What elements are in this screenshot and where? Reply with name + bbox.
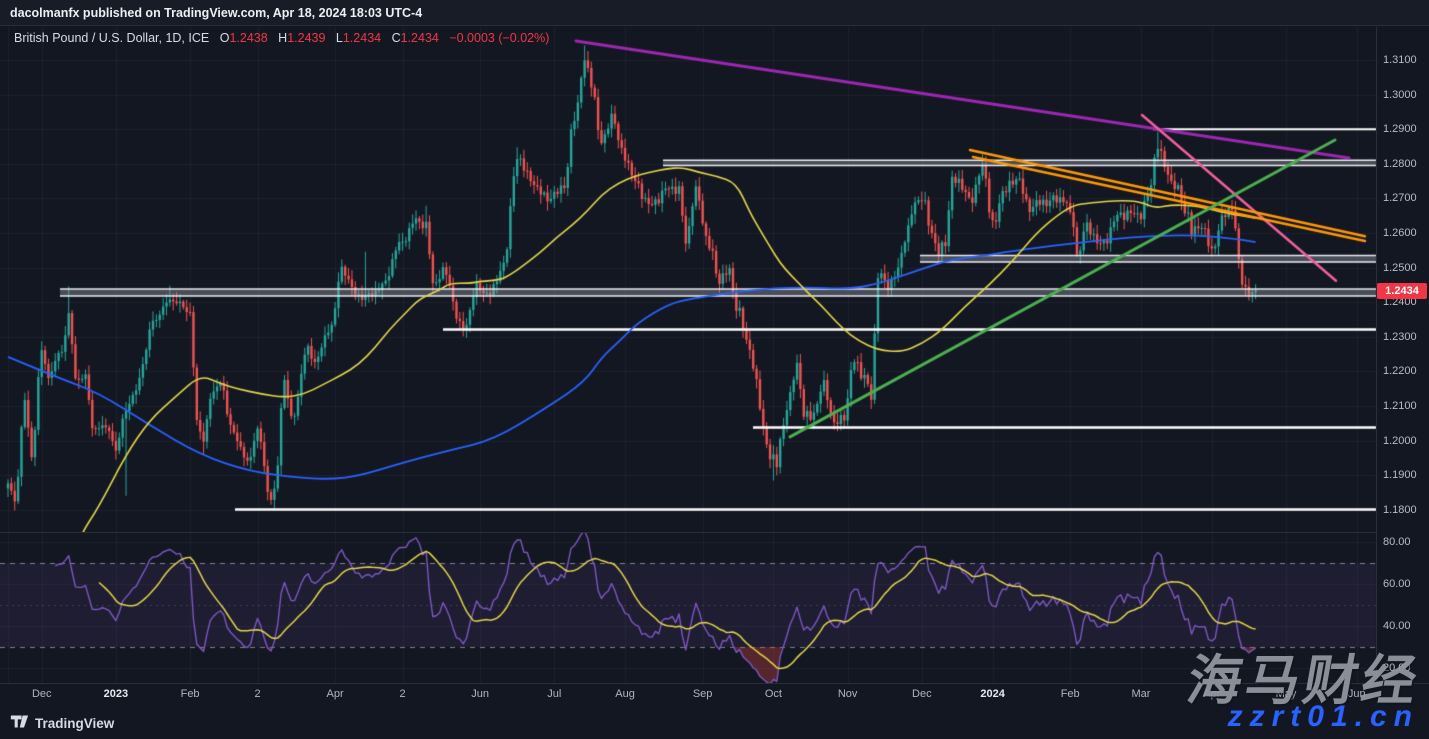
publish-bar: dacolmanfx published on TradingView.com,…	[0, 0, 1429, 26]
ohlc-high-value: 1.2439	[287, 31, 326, 45]
time-axis-label: 2023	[103, 688, 129, 700]
pane-separator[interactable]	[0, 532, 1377, 533]
price-axis-border	[1376, 27, 1377, 683]
ohlc-open-value: 1.2438	[229, 31, 268, 45]
time-axis-label: 2024	[980, 688, 1005, 700]
price-axis-label: 1.2900	[1383, 123, 1417, 136]
tradingview-logo-text: TradingView	[35, 715, 115, 731]
tradingview-logo[interactable]: TradingView	[10, 714, 114, 732]
price-axis-label: 1.1800	[1383, 503, 1417, 516]
change-value: −0.0003 (−0.02%)	[449, 31, 550, 45]
ohlc-close-key: C	[391, 31, 401, 45]
rsi-axis-label: 60.00	[1383, 578, 1411, 590]
time-axis[interactable]: Dec 2023 Feb 2 Apr 2 Jun Jul Aug Sep Oct Nov Dec 2024…	[0, 684, 1429, 706]
time-axis-label: Jun	[1347, 688, 1366, 700]
time-axis-label: Nov	[837, 688, 858, 700]
time-axis-label: Sep	[692, 688, 713, 700]
symbol-legend: British Pound / U.S. Dollar, 1D, ICE O1.…	[14, 31, 549, 45]
price-axis-label: 1.2300	[1383, 330, 1417, 343]
time-axis-label: 2	[254, 688, 261, 700]
time-axis-label: Mar	[1131, 688, 1151, 700]
publish-text: dacolmanfx published on TradingView.com,…	[10, 6, 423, 20]
last-price-tag: 1.2434	[1377, 282, 1427, 299]
price-axis-label: 1.2000	[1383, 434, 1417, 447]
time-axis-label: Apr	[1203, 688, 1221, 700]
time-axis-label: Dec	[912, 688, 932, 700]
price-axis-label: 1.2400	[1383, 296, 1417, 309]
time-axis-label: 2	[399, 688, 406, 700]
price-axis-label: 1.3000	[1383, 88, 1417, 101]
time-axis-label: May	[1275, 688, 1297, 700]
time-axis-label: Aug	[615, 688, 635, 700]
time-axis-label: Jul	[547, 688, 562, 700]
rsi-indicator-canvas[interactable]	[0, 533, 1377, 683]
ohlc-low-key: L	[335, 31, 343, 45]
price-axis-label: 1.1900	[1383, 469, 1417, 482]
time-axis-label: Oct	[764, 688, 782, 700]
price-axis-label: 1.3100	[1383, 54, 1417, 66]
price-axis-label: 1.2200	[1383, 365, 1417, 378]
price-axis-label: 1.2500	[1383, 261, 1417, 274]
price-axis-label: 1.2100	[1383, 400, 1417, 413]
tradingview-logo-icon	[10, 714, 29, 732]
watermark-url-text: zzrt01.cn	[1227, 700, 1419, 733]
time-axis-label: Dec	[31, 688, 52, 700]
ohlc-high-key: H	[278, 31, 288, 45]
price-axis-label: 1.2600	[1383, 227, 1417, 240]
price-axis-label: 1.2800	[1383, 157, 1417, 170]
time-axis-label: Jun	[471, 688, 489, 700]
symbol-title: British Pound / U.S. Dollar, 1D, ICE	[14, 31, 210, 45]
ohlc-low-value: 1.2434	[342, 31, 382, 45]
time-axis-label: Apr	[326, 688, 344, 700]
rsi-axis-label: 40.00	[1383, 620, 1411, 632]
time-axis-label: Feb	[1060, 688, 1080, 700]
ohlc-open-key: O	[219, 31, 230, 45]
footer-bar	[0, 707, 1429, 739]
rsi-axis-label: 20.00	[1383, 662, 1411, 674]
time-axis-label: Feb	[180, 688, 200, 700]
price-chart-canvas[interactable]	[0, 27, 1377, 532]
ohlc-close-value: 1.2434	[400, 31, 439, 45]
price-axis-label: 1.2700	[1383, 192, 1417, 205]
timeaxis-separator	[0, 683, 1429, 684]
rsi-axis-label: 80.00	[1383, 536, 1411, 548]
